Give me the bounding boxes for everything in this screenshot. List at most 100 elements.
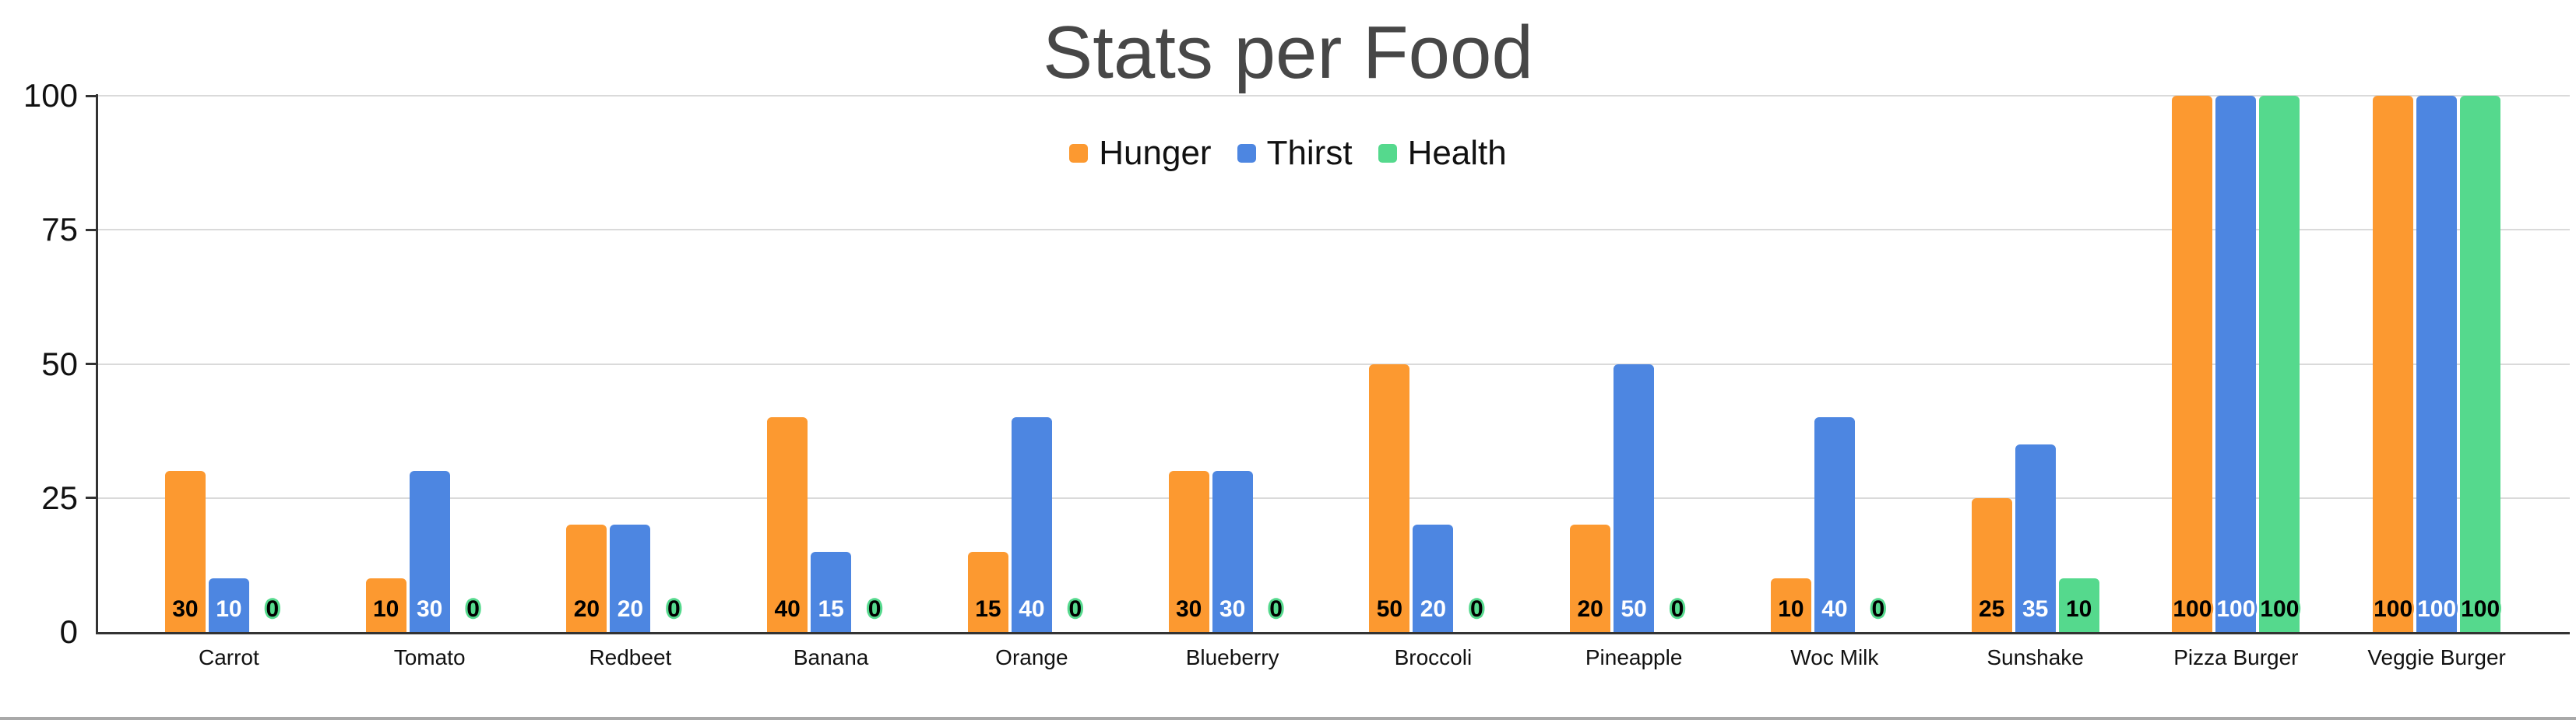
bar-value-label: 100 <box>2216 596 2256 622</box>
chart-legend: Hunger Thirst Health <box>0 136 2576 170</box>
category-group: 10 30 0 <box>329 96 530 632</box>
gridline <box>96 497 2570 499</box>
bar-hunger[interactable] <box>767 417 808 632</box>
legend-swatch-icon <box>1378 144 1397 163</box>
bar-value-label: 50 <box>1376 596 1403 622</box>
bar-hunger[interactable] <box>967 551 1008 632</box>
bar-thirst[interactable] <box>1011 417 1052 632</box>
category-group: 100 100 100 <box>2136 96 2337 632</box>
bar-thirst[interactable] <box>2215 96 2257 632</box>
bar-group: 10 40 0 <box>1770 417 1899 632</box>
bar-value-label: 40 <box>1821 596 1848 622</box>
bar-slot: 10 <box>365 578 406 632</box>
bar-group: 40 15 0 <box>767 417 895 632</box>
bar-slot: 50 <box>1369 364 1410 632</box>
category-label: Broccoli <box>1394 645 1473 669</box>
category-label: Veggie Burger <box>2367 645 2506 669</box>
bar-value-label: 100 <box>2260 596 2300 622</box>
bar-thirst[interactable] <box>2015 444 2056 632</box>
bar-value-label: 0 <box>867 596 882 622</box>
category-label: Blueberry <box>1185 645 1279 669</box>
bar-value-label: 35 <box>2022 596 2049 622</box>
bar-group: 10 30 0 <box>365 471 494 632</box>
bar-slot: 10 <box>1770 578 1811 632</box>
bar-health[interactable] <box>2259 96 2300 632</box>
category-group: 50 20 0 <box>1333 96 1534 632</box>
bar-hunger[interactable] <box>164 471 206 632</box>
bar-thirst[interactable] <box>1212 471 1253 632</box>
y-axis-tick <box>86 228 96 231</box>
bar-thirst[interactable] <box>1413 525 1454 632</box>
category-label: Tomato <box>393 645 466 669</box>
bar-value-label: 25 <box>1978 596 2005 622</box>
bar-value-label: 0 <box>1470 596 1483 622</box>
y-axis-tick <box>86 497 96 500</box>
bar-value-label: 10 <box>2065 596 2092 622</box>
bar-thirst[interactable] <box>208 578 249 632</box>
bar-value-label: 0 <box>667 596 681 622</box>
legend-label: Hunger <box>1099 134 1212 172</box>
bar-health[interactable] <box>2460 96 2501 632</box>
bar-hunger[interactable] <box>1971 497 2012 632</box>
legend-item-thirst[interactable]: Thirst <box>1237 136 1353 170</box>
bar-value-label: 50 <box>1621 596 1647 622</box>
bar-thirst[interactable] <box>2416 96 2458 632</box>
bar-value-label: 15 <box>975 596 1001 622</box>
gridline <box>96 229 2570 231</box>
bar-thirst[interactable] <box>610 525 651 632</box>
bar-health[interactable] <box>2058 578 2099 632</box>
bar-thirst[interactable] <box>1614 364 1655 632</box>
bar-slot: 10 <box>2058 578 2099 632</box>
bar-hunger[interactable] <box>1168 471 1209 632</box>
bar-value-label: 0 <box>466 596 480 622</box>
bar-group: 50 20 0 <box>1369 364 1497 632</box>
legend-item-health[interactable]: Health <box>1378 136 1507 170</box>
y-axis-tick <box>86 363 96 365</box>
bar-hunger[interactable] <box>1770 578 1811 632</box>
bar-slot: 35 <box>2015 444 2056 632</box>
bar-slot: 50 <box>1614 364 1655 632</box>
category-label: Carrot <box>198 645 259 669</box>
bar-slot: 20 <box>610 525 651 632</box>
bar-value-label: 100 <box>2417 596 2457 622</box>
bar-value-label: 30 <box>1219 596 1246 622</box>
bar-hunger[interactable] <box>2172 96 2213 632</box>
category-group: 25 35 10 <box>1935 96 2136 632</box>
legend-swatch-icon <box>1237 144 1256 163</box>
bar-slot: 20 <box>566 525 607 632</box>
bar-group: 100 100 100 <box>2172 96 2300 632</box>
bar-hunger[interactable] <box>2373 96 2414 632</box>
category-label: Woc Milk <box>1790 645 1879 669</box>
bar-group: 30 30 0 <box>1168 471 1297 632</box>
bar-value-label: 0 <box>1269 596 1283 622</box>
bar-slot: 40 <box>1814 417 1855 632</box>
y-axis-label: 25 <box>41 479 78 516</box>
bar-thirst[interactable] <box>409 471 450 632</box>
bar-value-label: 20 <box>1577 596 1603 622</box>
bar-slot: 100 <box>2416 96 2458 632</box>
bar-value-label: 0 <box>266 596 280 622</box>
legend-label: Health <box>1407 134 1507 172</box>
y-axis-label: 100 <box>23 77 78 114</box>
bar-value-label: 0 <box>1670 596 1684 622</box>
x-axis-line <box>96 632 2570 634</box>
bar-thirst[interactable] <box>811 551 852 632</box>
bar-slot: 100 <box>2259 96 2300 632</box>
bar-hunger[interactable] <box>1369 364 1410 632</box>
category-label: Redbeet <box>589 645 672 669</box>
category-group: 30 30 0 <box>1132 96 1333 632</box>
category-label: Orange <box>995 645 1068 669</box>
category-label: Pineapple <box>1585 645 1683 669</box>
category-label: Pizza Burger <box>2173 645 2299 669</box>
y-axis-label: 0 <box>59 613 78 650</box>
bar-hunger[interactable] <box>566 525 607 632</box>
bar-value-label: 30 <box>1175 596 1202 622</box>
legend-swatch-icon <box>1069 144 1089 163</box>
bar-thirst[interactable] <box>1814 417 1855 632</box>
category-label: Banana <box>793 645 869 669</box>
bar-value-label: 20 <box>617 596 644 622</box>
bar-hunger[interactable] <box>1570 525 1611 632</box>
bar-hunger[interactable] <box>365 578 406 632</box>
legend-item-hunger[interactable]: Hunger <box>1069 134 1212 172</box>
